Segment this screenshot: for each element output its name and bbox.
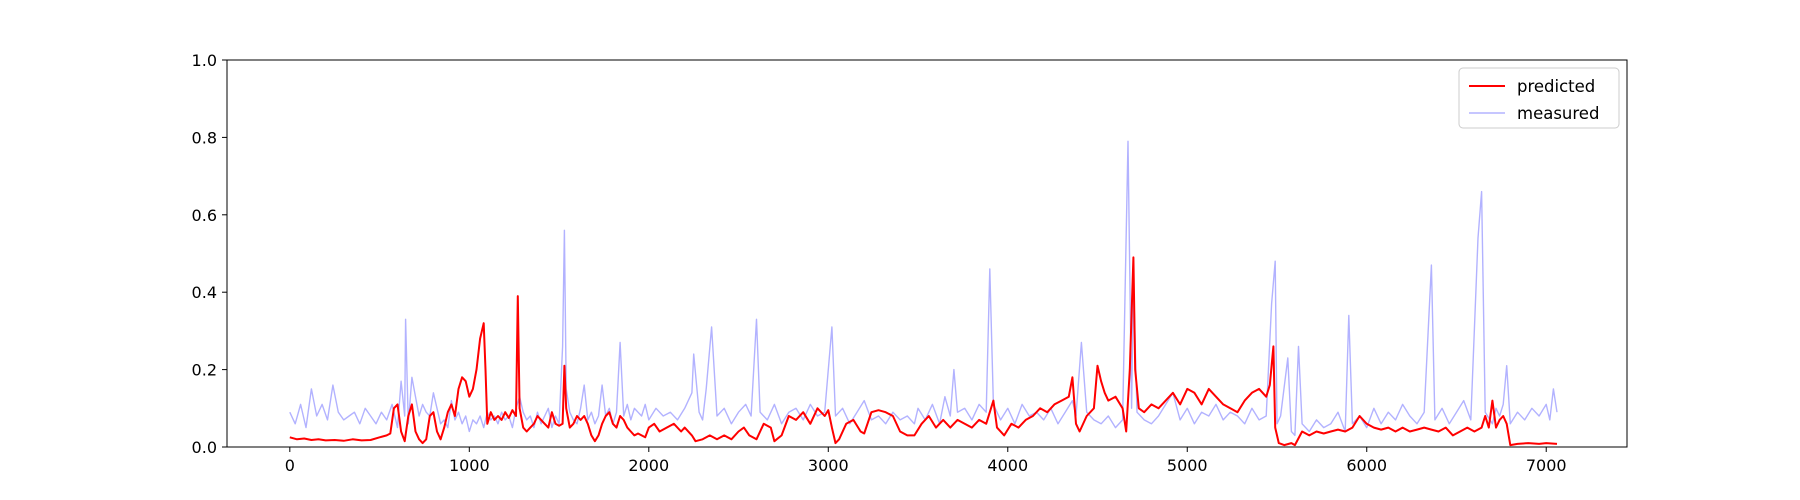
legend: predicted measured [1458, 67, 1620, 129]
x-axis: 0 1000 2000 3000 4000 5000 6000 7000 [285, 447, 1567, 475]
series-line-measured [289, 140, 1558, 437]
x-tick-label: 5000 [1167, 456, 1208, 475]
y-tick-label: 0.2 [192, 361, 217, 380]
y-axis: 0.0 0.2 0.4 0.6 0.8 1.0 [192, 51, 227, 457]
plot-frame [226, 59, 1628, 448]
x-tick-label: 6000 [1346, 456, 1387, 475]
y-tick-label: 0.0 [192, 438, 217, 457]
legend-label-measured: measured [1517, 104, 1599, 123]
y-tick-label: 0.4 [192, 283, 217, 302]
series-line-predicted [289, 256, 1558, 447]
x-tick-label: 1000 [449, 456, 490, 475]
x-tick-label: 4000 [987, 456, 1028, 475]
legend-label-predicted: predicted [1517, 77, 1595, 96]
x-tick-label: 3000 [808, 456, 849, 475]
y-tick-label: 0.6 [192, 206, 217, 225]
y-tick-label: 0.8 [192, 128, 217, 147]
x-tick-label: 0 [285, 456, 295, 475]
x-tick-label: 7000 [1526, 456, 1567, 475]
series-layer [289, 140, 1558, 447]
y-tick-label: 1.0 [192, 51, 217, 70]
x-tick-label: 2000 [628, 456, 669, 475]
legend-box [1458, 67, 1620, 129]
